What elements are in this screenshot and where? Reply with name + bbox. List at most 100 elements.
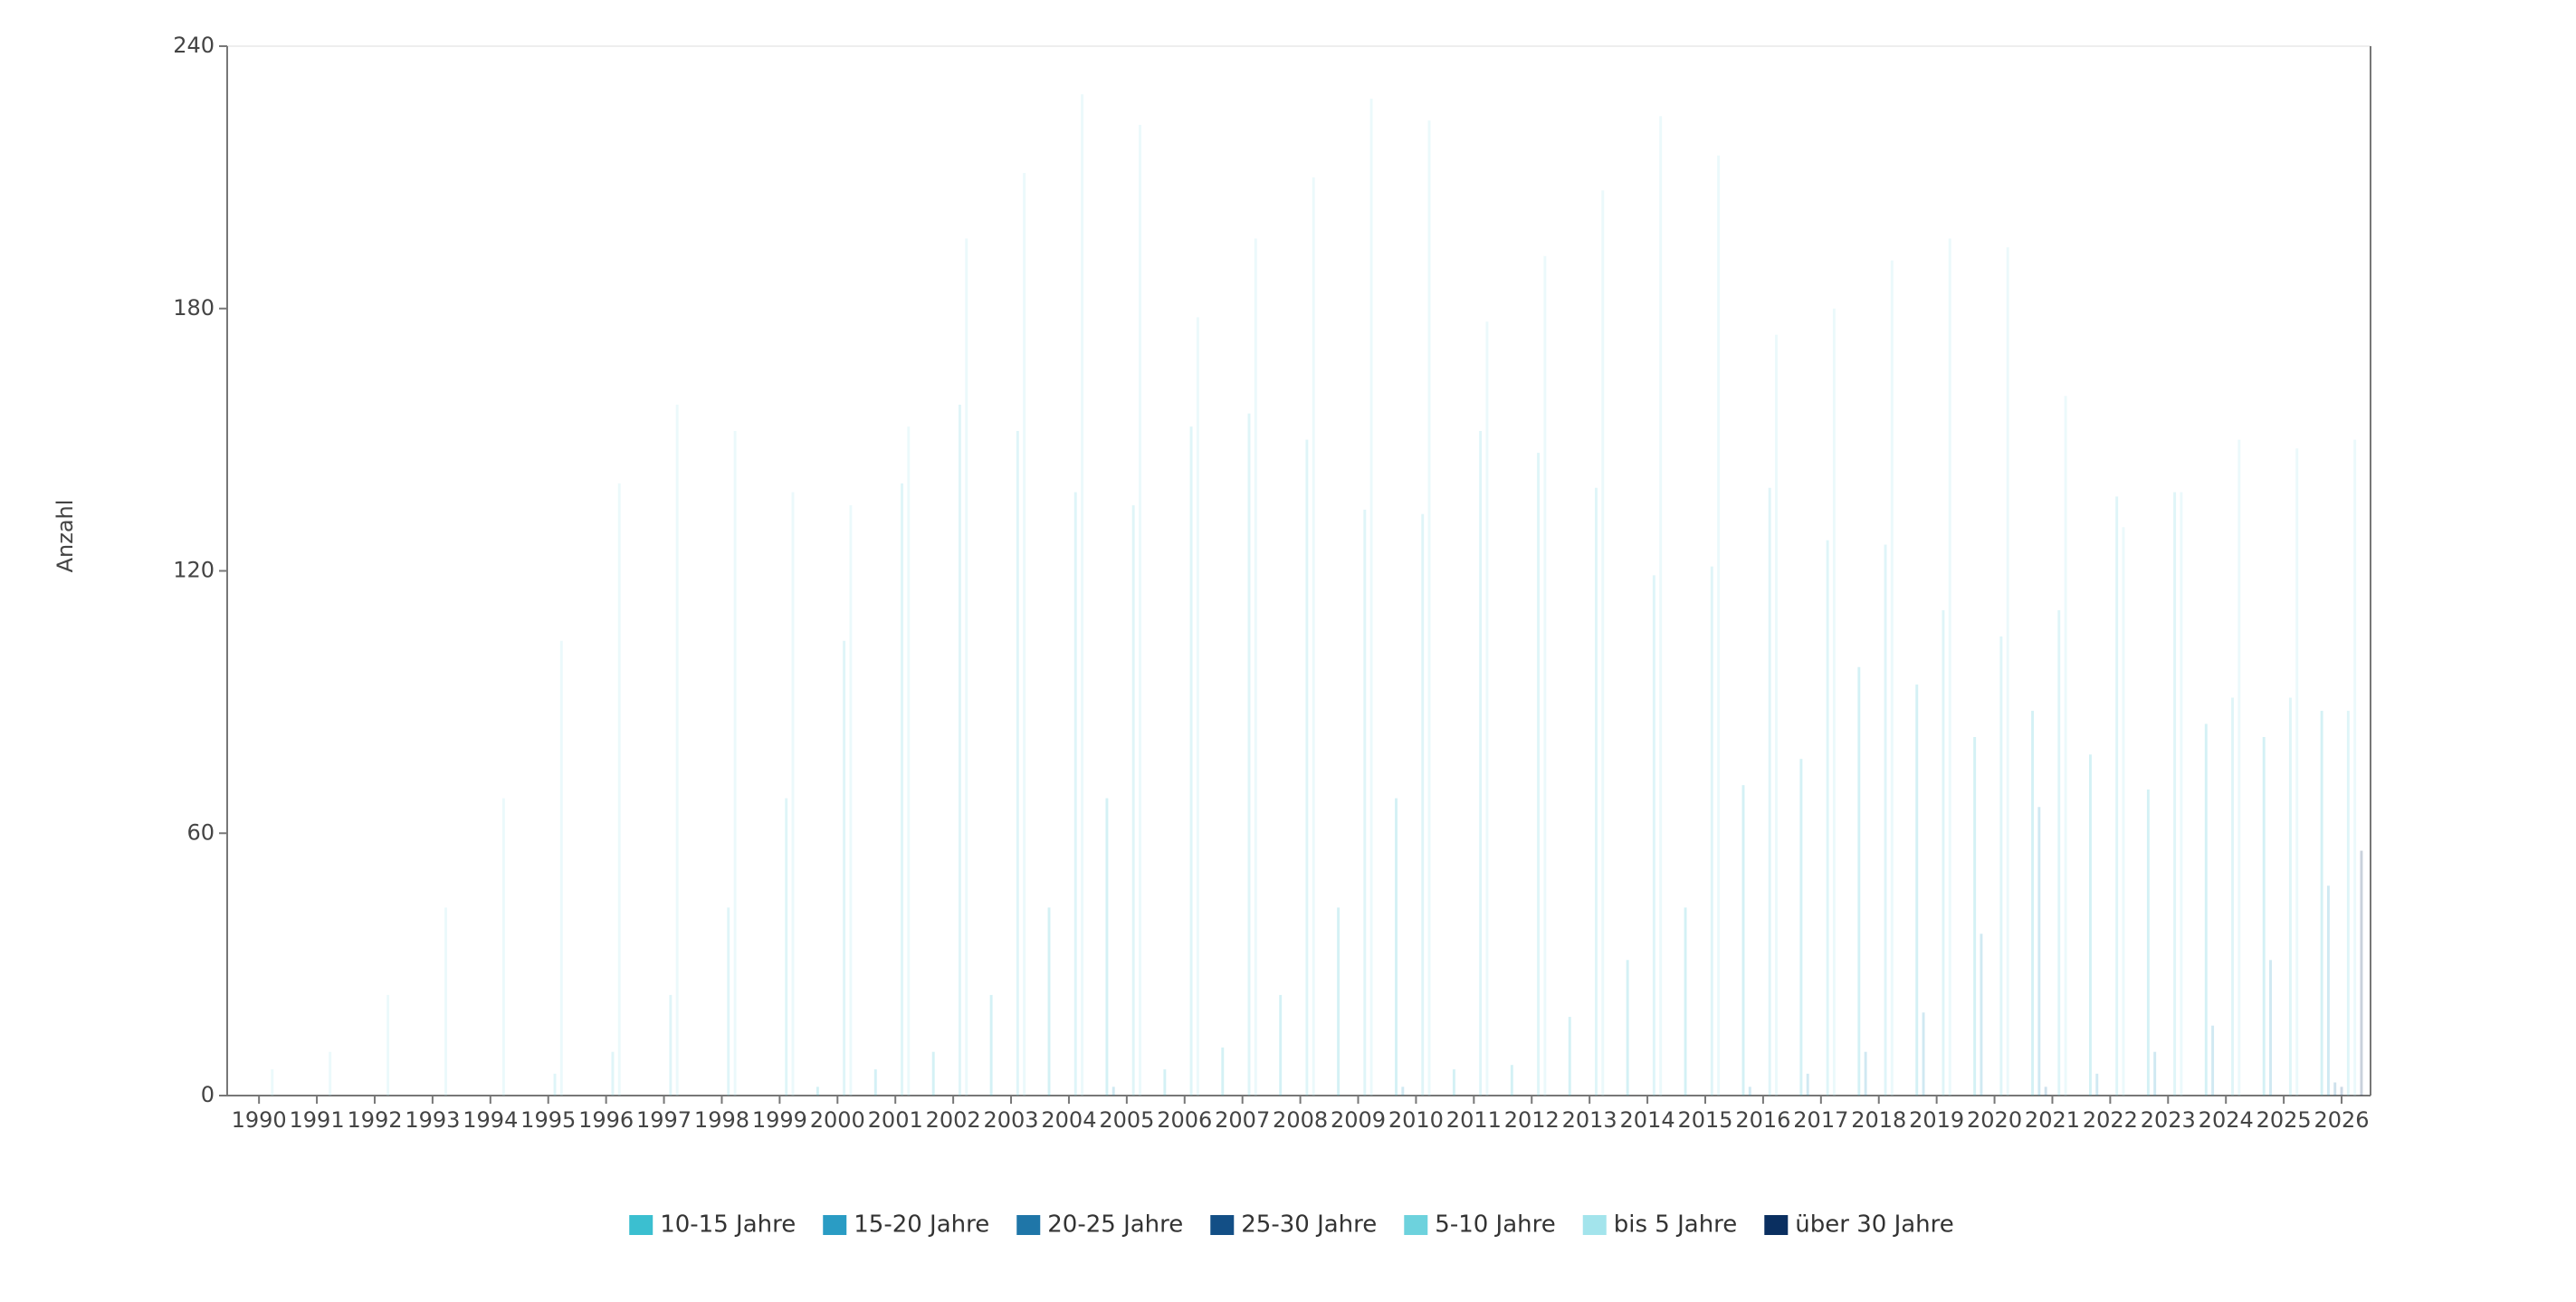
bar: [2031, 711, 2035, 1096]
bar: [1884, 544, 1887, 1096]
bar: [1595, 487, 1598, 1096]
legend-swatch: [823, 1215, 847, 1235]
bar: [1131, 505, 1135, 1096]
bar: [2262, 737, 2266, 1096]
x-tick-label: 1996: [578, 1107, 634, 1133]
x-tick-label: 1999: [752, 1107, 807, 1133]
bar: [1768, 487, 1771, 1096]
bar: [2333, 1082, 2337, 1096]
bar: [1485, 321, 1489, 1096]
bar: [1047, 907, 1051, 1096]
bar: [2006, 247, 2009, 1096]
bar: [2295, 448, 2299, 1096]
x-tick-label: 1993: [405, 1107, 460, 1133]
bar: [2037, 807, 2041, 1096]
bar: [2326, 886, 2330, 1096]
x-tick-label: 2025: [2256, 1107, 2312, 1133]
bar: [733, 430, 737, 1096]
bar: [1421, 513, 1425, 1096]
bar: [1832, 308, 1836, 1096]
bar: [617, 483, 621, 1096]
bar: [1980, 933, 1983, 1096]
bar: [2320, 711, 2323, 1096]
bar: [2237, 439, 2241, 1096]
x-tick-label: 2006: [1157, 1107, 1212, 1133]
x-tick-label: 2012: [1504, 1107, 1560, 1133]
bar: [2269, 960, 2272, 1096]
bar: [553, 1073, 557, 1096]
bar: [816, 1087, 819, 1096]
bar: [1717, 155, 1721, 1096]
x-tick-label: 2021: [2025, 1107, 2080, 1133]
bar: [1684, 907, 1687, 1096]
bar: [1922, 1012, 1925, 1096]
bar: [1510, 1065, 1513, 1096]
bar: [2180, 492, 2183, 1096]
bar: [1601, 190, 1605, 1096]
x-tick-label: 2007: [1215, 1107, 1270, 1133]
bar: [2115, 496, 2119, 1096]
bar: [1826, 540, 1829, 1096]
bar: [1073, 492, 1077, 1096]
bar: [559, 640, 563, 1096]
x-tick-label: 2002: [926, 1107, 981, 1133]
x-tick-label: 2010: [1388, 1107, 1444, 1133]
bar: [2340, 1087, 2343, 1096]
bar: [386, 994, 390, 1096]
bar: [675, 404, 679, 1096]
bar: [989, 994, 993, 1096]
bar: [2064, 396, 2067, 1096]
bar: [873, 1069, 877, 1096]
bar: [1652, 575, 1655, 1096]
legend-label: über 30 Jahre: [1795, 1211, 1953, 1239]
bar: [791, 492, 795, 1096]
bar: [931, 1051, 935, 1096]
x-tick-label: 1998: [694, 1107, 749, 1133]
bar: [2153, 1051, 2157, 1096]
y-tick-label: 60: [186, 819, 215, 845]
bar: [2288, 697, 2292, 1096]
x-tick-label: 2022: [2083, 1107, 2138, 1133]
bar: [1363, 509, 1367, 1096]
bar: [1023, 173, 1026, 1096]
x-tick-label: 2015: [1677, 1107, 1732, 1133]
bar: [1221, 1047, 1225, 1096]
x-tick-label: 1997: [636, 1107, 692, 1133]
bar: [1016, 430, 1019, 1096]
legend: 10-15 Jahre 15-20 Jahre 20-25 Jahre 25-30 J…: [629, 1211, 1954, 1239]
bar: [1247, 413, 1251, 1096]
legend-label: 15-20 Jahre: [854, 1211, 989, 1239]
bar: [1948, 238, 1951, 1096]
bar: [1806, 1073, 1809, 1096]
bar: [1369, 98, 1373, 1096]
bar: [1479, 430, 1483, 1096]
x-tick-label: 1994: [463, 1107, 518, 1133]
x-tick-label: 2011: [1446, 1107, 1502, 1133]
bar: [958, 404, 961, 1096]
bar: [1395, 798, 1398, 1096]
bar: [1942, 609, 1945, 1096]
legend-swatch: [1404, 1215, 1428, 1235]
bar: [785, 798, 788, 1096]
bar: [1139, 124, 1141, 1096]
x-tick-label: 2004: [1041, 1107, 1096, 1133]
bar: [2353, 439, 2357, 1096]
legend-label: 10-15 Jahre: [660, 1211, 796, 1239]
bar: [1254, 238, 1257, 1096]
bar: [2211, 1025, 2215, 1096]
bar: [1973, 737, 1977, 1096]
y-tick-label: 180: [173, 295, 215, 321]
bar: [669, 994, 673, 1096]
bar: [1401, 1087, 1405, 1096]
x-tick-label: 2014: [1620, 1107, 1675, 1133]
legend-swatch: [1016, 1215, 1041, 1235]
y-tick-label: 240: [173, 33, 215, 58]
bar: [1710, 566, 1713, 1096]
x-tick-label: 2008: [1273, 1107, 1328, 1133]
x-tick-label: 2019: [1909, 1107, 1964, 1133]
bar: [271, 1069, 274, 1096]
legend-swatch: [1764, 1215, 1789, 1235]
bar: [1279, 994, 1283, 1096]
bar: [2057, 609, 2061, 1096]
y-tick-label: 120: [173, 558, 215, 583]
